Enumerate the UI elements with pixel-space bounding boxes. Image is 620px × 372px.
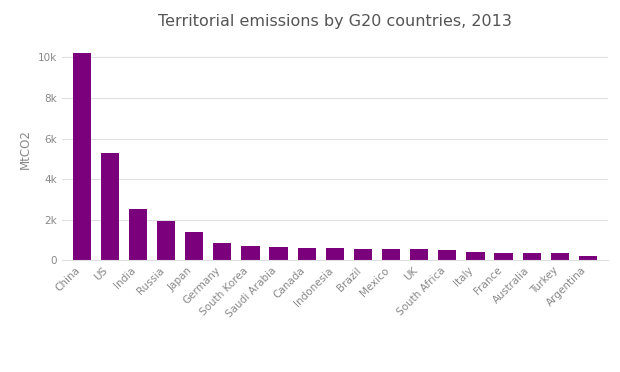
Bar: [494, 253, 513, 260]
Y-axis label: MtCO2: MtCO2: [19, 129, 32, 169]
Bar: [382, 249, 400, 260]
Bar: [185, 232, 203, 260]
Bar: [100, 153, 119, 260]
Bar: [551, 253, 569, 260]
Title: Territorial emissions by G20 countries, 2013: Territorial emissions by G20 countries, …: [158, 14, 512, 29]
Bar: [157, 221, 175, 260]
Bar: [129, 209, 147, 260]
Bar: [410, 249, 428, 260]
Bar: [213, 243, 231, 260]
Bar: [326, 248, 344, 260]
Bar: [241, 246, 260, 260]
Bar: [523, 253, 541, 260]
Bar: [270, 247, 288, 260]
Bar: [298, 248, 316, 260]
Bar: [73, 54, 91, 260]
Bar: [354, 248, 372, 260]
Bar: [579, 256, 597, 260]
Bar: [466, 252, 485, 260]
Bar: [438, 250, 456, 260]
